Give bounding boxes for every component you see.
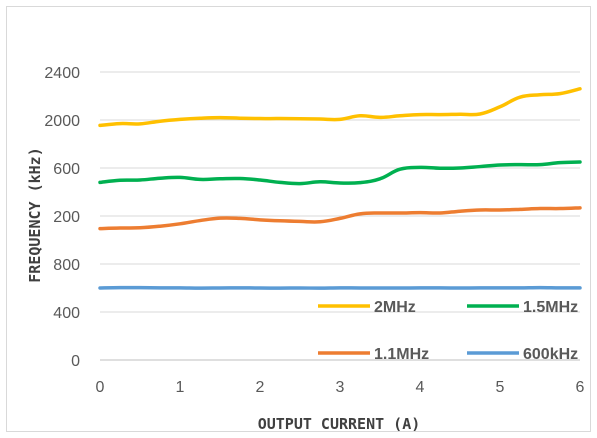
x-axis-ticks: 0 1 2 3 4 5 6 [96, 379, 585, 396]
chart-frame [6, 6, 591, 432]
x-tick-label: 0 [96, 379, 105, 396]
series-line-1 [98, 160, 582, 186]
gridlines [100, 71, 580, 361]
legend-label: 1.5MHz [523, 299, 578, 316]
legend-label: 1.1MHz [374, 346, 429, 363]
x-tick-label: 2 [256, 379, 265, 396]
x-tick-label: 4 [416, 379, 425, 396]
y-tick-label: 800 [53, 257, 80, 274]
series-line-2 [98, 206, 582, 231]
x-axis-title: OUTPUT CURRENT (A) [258, 415, 421, 433]
x-tick-label: 5 [496, 379, 505, 396]
series-line-0 [98, 87, 582, 128]
series-line-3 [98, 285, 582, 290]
y-tick-label: 2400 [44, 65, 80, 82]
y-tick-label: 2000 [44, 113, 80, 130]
y-tick-label: 400 [53, 305, 80, 322]
series-lines [98, 87, 582, 290]
legend-label: 2MHz [374, 299, 416, 316]
y-tick-label: 200 [53, 209, 80, 226]
legend: 2MHz 1.5MHz 1.1MHz 600kHz [318, 299, 578, 363]
y-tick-label: 600 [53, 161, 80, 178]
x-tick-label: 1 [176, 379, 185, 396]
x-tick-label: 3 [336, 379, 345, 396]
y-axis-ticks: 0 400 800 200 600 2000 2400 [44, 65, 80, 370]
y-axis-title: FREQUENCY (kHz) [26, 147, 44, 282]
x-tick-label: 6 [576, 379, 585, 396]
legend-label: 600kHz [523, 346, 578, 363]
y-tick-label: 0 [71, 353, 80, 370]
